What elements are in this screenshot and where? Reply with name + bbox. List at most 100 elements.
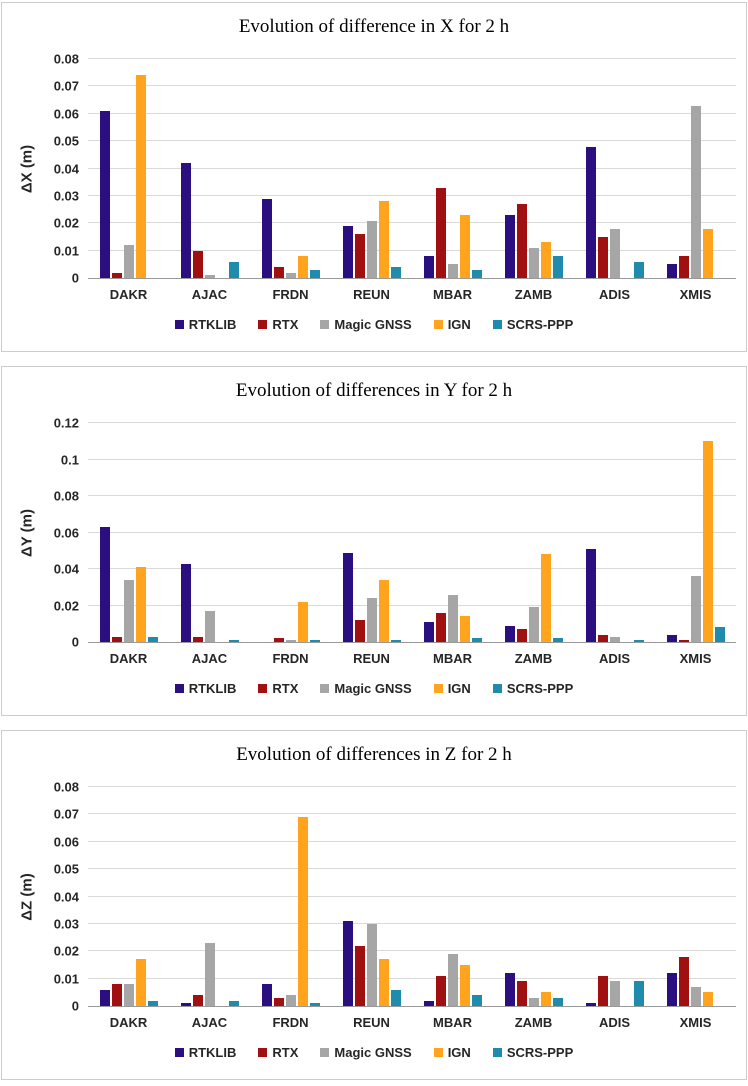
bar-scrs-ppp-zamb	[552, 638, 563, 642]
bar-group-ajac	[169, 423, 250, 642]
bar-rtx-reun	[354, 234, 365, 278]
category-label-mbar: MBAR	[433, 287, 472, 302]
bar-group-mbar	[412, 59, 493, 278]
bar-group-xmis	[655, 787, 736, 1006]
bar-magic-gnss-adis	[609, 228, 620, 278]
bar-magic-gnss-xmis	[690, 105, 701, 278]
gridline	[88, 840, 736, 842]
bar-rtx-mbar	[435, 612, 446, 642]
gridline	[88, 222, 736, 224]
category-label-dakr: DAKR	[109, 651, 148, 666]
legend-item-magic-gnss: Magic GNSS	[320, 317, 412, 332]
legend-item-ign: IGN	[433, 681, 471, 696]
bar-rtklib-reun	[342, 226, 353, 278]
y-tick-label: 0.12	[53, 415, 79, 431]
legend-swatch-magic-gnss	[320, 320, 330, 329]
y-axis-title: ΔZ (m)	[16, 787, 38, 1007]
legend-item-rtklib: RTKLIB	[174, 681, 236, 696]
gridline	[88, 112, 736, 114]
bar-rtklib-ajac	[180, 163, 191, 278]
bar-rtklib-ajac	[180, 563, 191, 642]
category-axis: DAKR AJAC FRDN REUN MBAR ZAMB ADIS XMIS	[88, 651, 736, 666]
bar-ign-mbar	[459, 215, 470, 278]
category-label-frdn: FRDN	[272, 287, 309, 302]
bar-scrs-ppp-reun	[390, 989, 401, 1006]
y-tick-label: 0.05	[53, 133, 79, 149]
gridline	[88, 568, 736, 570]
bar-magic-gnss-frdn	[285, 995, 296, 1006]
bar-ign-reun	[378, 579, 389, 642]
chart-title: Evolution of differences in Z for 2 h	[236, 744, 512, 765]
y-tick-label: 0.06	[53, 525, 79, 540]
category-label-ajac: AJAC	[191, 1015, 228, 1030]
y-tick-label: 0.07	[53, 806, 79, 822]
category-label-mbar: MBAR	[433, 1015, 472, 1030]
bar-rtx-xmis	[678, 256, 689, 278]
bar-scrs-ppp-reun	[390, 640, 401, 642]
legend-swatch-ign	[433, 684, 443, 693]
gridline	[88, 495, 736, 497]
bar-magic-gnss-adis	[609, 636, 620, 642]
bar-rtklib-zamb	[504, 973, 515, 1006]
bar-rtklib-dakr	[99, 989, 110, 1006]
bar-rtklib-mbar	[423, 256, 434, 278]
legend-swatch-rtklib	[174, 684, 184, 693]
bar-rtklib-zamb	[504, 625, 515, 642]
bar-magic-gnss-zamb	[528, 607, 539, 642]
bar-rtx-adis	[597, 236, 608, 278]
bar-magic-gnss-zamb	[528, 997, 539, 1006]
bar-scrs-ppp-frdn	[309, 640, 320, 642]
y-tick-label: 0.08	[53, 51, 79, 67]
legend-item-scrs-ppp: SCRS-PPP	[492, 1045, 573, 1060]
bar-group-ajac	[169, 787, 250, 1006]
gridline	[88, 194, 736, 196]
y-tick-label: 0.08	[53, 488, 79, 504]
category-label-reun: REUN	[353, 1015, 390, 1030]
y-tick-label: 0	[71, 998, 79, 1014]
bar-scrs-ppp-mbar	[471, 269, 482, 278]
y-tick-label: 0	[71, 634, 79, 650]
bar-rtklib-xmis	[666, 634, 677, 642]
category-label-reun: REUN	[353, 287, 390, 302]
legend-item-rtklib: RTKLIB	[174, 1045, 236, 1060]
gridline	[88, 950, 736, 952]
gridline	[88, 249, 736, 251]
bar-scrs-ppp-mbar	[471, 995, 482, 1006]
legend-label-magic-gnss: Magic GNSS	[334, 317, 412, 332]
bar-rtx-frdn	[273, 997, 284, 1006]
bar-magic-gnss-reun	[366, 220, 377, 278]
legend-swatch-magic-gnss	[320, 684, 330, 693]
category-label-frdn: FRDN	[272, 1015, 309, 1030]
bar-ign-zamb	[540, 242, 551, 278]
bar-groups	[88, 423, 736, 642]
gridline	[88, 604, 736, 606]
bar-magic-gnss-adis	[609, 981, 620, 1006]
legend: RTKLIB RTX Magic GNSS IGN SCRS-PPP	[2, 681, 746, 696]
chart-title: Evolution of differences in Y for 2 h	[235, 380, 513, 401]
y-axis-title-text: ΔY (m)	[18, 508, 36, 558]
legend-item-rtx: RTX	[258, 317, 298, 332]
legend-swatch-rtx	[258, 320, 268, 329]
y-axis-title-text: ΔZ (m)	[18, 873, 36, 921]
legend-label-rtklib: RTKLIB	[188, 317, 237, 332]
y-tick-label: 0.1	[60, 452, 79, 467]
bar-magic-gnss-frdn	[285, 272, 296, 278]
bar-ign-dakr	[135, 75, 146, 278]
bar-rtklib-frdn	[261, 198, 272, 278]
bar-rtklib-dakr	[99, 527, 110, 642]
legend: RTKLIB RTX Magic GNSS IGN SCRS-PPP	[2, 1045, 746, 1060]
bar-rtklib-ajac	[180, 1003, 191, 1006]
legend-swatch-scrs-ppp	[492, 320, 502, 329]
bar-group-dakr	[88, 423, 169, 642]
bar-rtklib-frdn	[261, 984, 272, 1006]
legend-item-rtx: RTX	[258, 681, 298, 696]
category-label-ajac: AJAC	[191, 651, 228, 666]
bar-rtklib-xmis	[666, 973, 677, 1006]
gridline	[88, 85, 736, 87]
category-label-zamb: ZAMB	[514, 1015, 553, 1030]
bar-rtx-dakr	[111, 636, 122, 642]
legend: RTKLIB RTX Magic GNSS IGN SCRS-PPP	[2, 317, 746, 332]
bar-ign-dakr	[135, 567, 146, 642]
bar-scrs-ppp-zamb	[552, 256, 563, 278]
bar-group-adis	[574, 787, 655, 1006]
